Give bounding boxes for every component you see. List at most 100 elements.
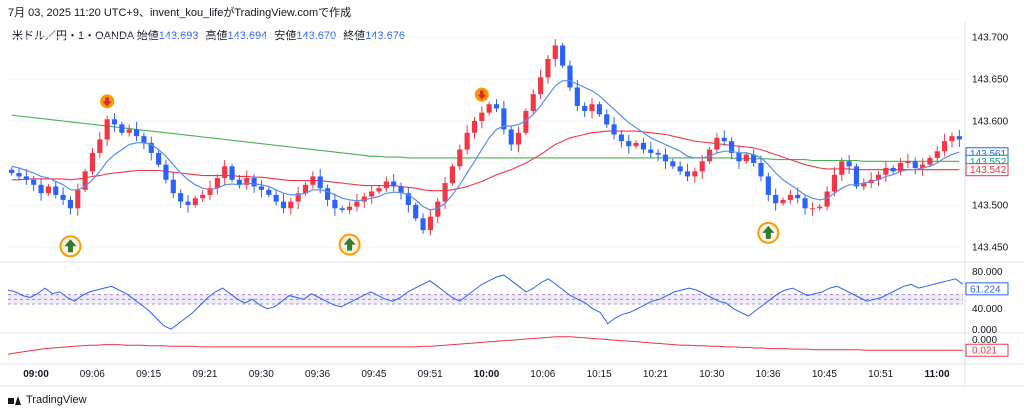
buy-arrow-icon — [762, 225, 775, 239]
lower-indicator-line — [7, 336, 963, 355]
candle-body — [60, 194, 66, 200]
candle-body — [942, 141, 948, 152]
candle-body — [141, 136, 147, 143]
candle-body — [751, 154, 757, 163]
candle-body — [97, 139, 103, 153]
candle-body — [391, 181, 397, 187]
candle-body — [317, 176, 323, 189]
candle-body — [170, 179, 176, 194]
candle-body — [758, 162, 764, 177]
candle-body — [207, 188, 213, 195]
candle-body — [920, 164, 926, 169]
candle-body — [31, 179, 37, 185]
candle-body — [479, 112, 485, 122]
candle-body — [185, 201, 191, 205]
candle-body — [927, 157, 933, 165]
x-tick-label: 09:51 — [418, 369, 443, 380]
candle-body — [104, 119, 110, 140]
candle-body — [626, 141, 632, 147]
candle-body — [875, 174, 882, 180]
candle-body — [655, 152, 661, 155]
rsi-band — [8, 294, 963, 304]
candle-body — [214, 178, 220, 189]
candle-body — [699, 161, 705, 172]
candle-body — [471, 121, 478, 133]
candle-body — [729, 141, 735, 153]
candle-body — [111, 119, 118, 125]
rsi-tick-label: 40.000 — [972, 304, 1003, 315]
x-tick-label: 10:51 — [868, 369, 893, 380]
ma-slow-line — [11, 130, 960, 192]
candle-body — [853, 166, 860, 187]
candle-body — [236, 179, 242, 185]
candle-body — [589, 104, 595, 111]
candle-body — [383, 181, 389, 189]
candle-body — [339, 208, 345, 210]
candle-body — [420, 218, 426, 231]
candle-body — [405, 193, 411, 205]
candle-body — [435, 201, 441, 217]
chart-header: 7月 03, 2025 11:20 UTC+9、invent_kou_lifeが… — [8, 7, 352, 19]
candle-body — [354, 201, 360, 207]
candle-body — [302, 184, 309, 194]
candle-body — [515, 132, 522, 145]
candle-body — [883, 168, 889, 175]
x-tick-label: 09:30 — [249, 369, 274, 380]
candle-body — [222, 166, 228, 179]
price-badge-label: 143.542 — [970, 165, 1007, 176]
candle-body — [765, 176, 771, 195]
candle-body — [16, 173, 22, 177]
candle-body — [905, 161, 911, 163]
lower-badge — [965, 343, 1009, 357]
price-badge-label: 143.561 — [970, 149, 1007, 160]
candle-body — [773, 194, 779, 204]
x-tick-label: 09:21 — [192, 369, 217, 380]
candle-body — [178, 193, 184, 202]
candle-body — [545, 58, 551, 78]
ohlc-legend: 米ドル／円・1・OANDA 始値143.693 高値143.694 安値143.… — [12, 27, 409, 43]
candle-body — [574, 87, 580, 106]
candle-body — [552, 45, 558, 59]
y-tick-label: 143.600 — [972, 117, 1009, 128]
candle-body — [677, 166, 683, 172]
candle-body — [332, 199, 338, 209]
candle-body — [640, 142, 647, 150]
candle-body — [229, 166, 235, 180]
symbol-name: 米ドル／円・1・OANDA — [12, 30, 134, 42]
candle-body — [200, 194, 206, 199]
candle-body — [45, 186, 51, 194]
candle-body — [347, 206, 353, 210]
candle-body — [596, 104, 602, 115]
low-label: 安値 — [274, 30, 297, 42]
x-tick-label: 11:00 — [924, 369, 949, 380]
candle-body — [266, 189, 272, 195]
candle-body — [743, 154, 749, 162]
candle-body — [831, 174, 838, 192]
low-value: 143.670 — [296, 30, 337, 42]
close-value: 143.676 — [365, 30, 405, 42]
candle-body — [618, 134, 624, 142]
candle-body — [897, 162, 904, 172]
candle-body — [376, 188, 382, 192]
x-tick-label: 10:30 — [699, 369, 724, 380]
candle-body — [244, 178, 250, 185]
price-badge — [965, 163, 1009, 177]
candle-body — [464, 132, 470, 150]
tradingview-footer: TradingView — [8, 394, 87, 406]
candle-body — [662, 154, 669, 162]
candle-body — [119, 124, 125, 133]
candle-body — [530, 94, 536, 111]
candle-body — [457, 149, 463, 167]
x-tick-label: 09:15 — [136, 369, 161, 380]
candle-body — [787, 194, 793, 200]
y-tick-label: 143.700 — [972, 33, 1009, 44]
candle-body — [133, 129, 140, 137]
footer-brand: TradingView — [26, 394, 87, 406]
sell-arrow-icon — [102, 97, 112, 107]
candle-body — [369, 191, 375, 197]
candle-body — [280, 201, 287, 209]
candle-body — [126, 129, 132, 133]
candle-body — [75, 189, 81, 209]
candle-body — [156, 152, 162, 165]
